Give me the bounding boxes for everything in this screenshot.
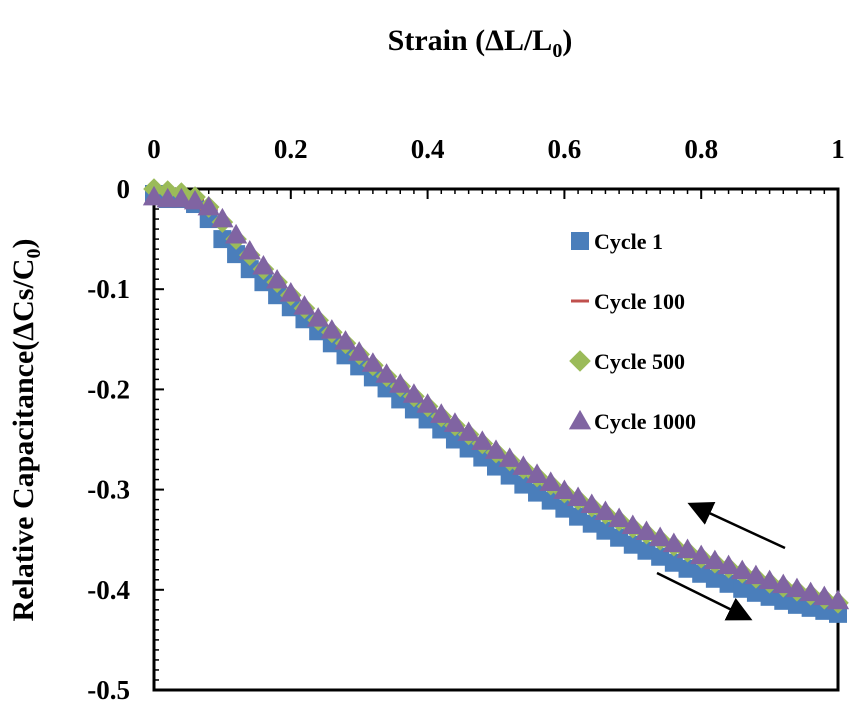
data-point-triangle: [334, 330, 357, 350]
data-point-triangle: [635, 520, 658, 541]
data-point-triangle: [402, 383, 426, 403]
data-point-triangle: [731, 559, 754, 580]
data-point-square: [213, 230, 232, 249]
y-axis-title: Relative Capacitance(ΔCs/C0): [7, 239, 45, 622]
data-point-triangle: [553, 479, 576, 499]
annotation-arrows: [656, 502, 786, 621]
data-point-triangle: [224, 223, 248, 244]
y-tick-label: 0: [117, 174, 131, 204]
data-point-triangle: [525, 463, 549, 483]
data-point-triangle: [539, 471, 562, 491]
x-axis-title: Strain (ΔL/L0): [388, 24, 573, 62]
x-tick-label: 0.8: [684, 134, 718, 164]
data-point-triangle: [785, 577, 809, 598]
data-point-triangle: [320, 319, 343, 339]
y-tick-label: -0.4: [87, 575, 130, 605]
data-point-triangle: [197, 195, 220, 216]
data-point-triangle: [375, 363, 398, 383]
data-point-triangle: [826, 589, 850, 610]
x-tick-label: 1: [831, 134, 845, 164]
data-point-triangle: [690, 544, 713, 565]
data-point-triangle: [293, 295, 316, 315]
data-point-triangle: [348, 341, 371, 361]
x-tick-label: 0.2: [274, 134, 308, 164]
data-point-square: [719, 574, 738, 593]
legend-label: Cycle 100: [594, 289, 685, 314]
data-point-triangle: [703, 549, 727, 570]
ticks: 0 0.2 0.4 0.6 0.8 1 0 -0.1 -0.2 -0.3 -0.4 -0.5: [87, 134, 845, 705]
y-tick-label: -0.2: [87, 374, 130, 404]
data-point-square: [571, 232, 589, 250]
data-point-triangle: [430, 403, 453, 423]
y-tick-label: -0.1: [87, 274, 130, 304]
axis-title-group: Strain (ΔL/L0) Relative Capacitance(ΔCs/…: [7, 24, 572, 621]
data-point-dash: [571, 299, 589, 303]
legend-label: Cycle 1000: [594, 409, 696, 434]
data-point-triangle: [813, 585, 836, 606]
data-point-triangle: [662, 532, 685, 553]
data-point-triangle: [580, 493, 603, 513]
data-point-triangle: [265, 269, 289, 289]
data-point-triangle: [566, 486, 590, 506]
data-point-triangle: [498, 447, 521, 467]
data-point-square: [637, 541, 656, 560]
data-point-square: [651, 547, 670, 566]
y-tick-label: -0.3: [87, 475, 130, 505]
data-point-square: [733, 579, 752, 598]
data-point-triangle: [389, 373, 412, 393]
data-point-square: [829, 604, 847, 623]
legend-label: Cycle 500: [594, 349, 685, 374]
data-point-triangle: [252, 254, 275, 275]
data-point-square: [377, 379, 396, 398]
data-point-triangle: [649, 526, 672, 547]
data-point-square: [692, 564, 711, 583]
data-point-diamond: [569, 350, 591, 372]
data-point-square: [705, 569, 724, 588]
data-point-triangle: [758, 569, 781, 590]
data-point-triangle: [238, 239, 261, 260]
data-point-triangle: [416, 393, 439, 413]
legend: Cycle 1 Cycle 100 Cycle 500 Cycle 1000: [568, 229, 696, 434]
data-point-triangle: [183, 189, 207, 210]
data-point-triangle: [717, 554, 740, 575]
data-point-triangle: [211, 207, 234, 228]
data-point-triangle: [279, 282, 302, 302]
y-tick-label: -0.5: [87, 675, 130, 705]
data-point-triangle: [621, 514, 644, 535]
data-point-square: [664, 553, 683, 572]
x-tick-label: 0: [147, 134, 161, 164]
x-tick-label: 0.6: [548, 134, 582, 164]
data-point-triangle: [307, 307, 330, 327]
release-arrow: [687, 502, 786, 550]
data-point-triangle: [744, 564, 768, 585]
data-point-triangle: [607, 507, 631, 528]
x-tick-label: 0.4: [411, 134, 445, 164]
data-point-triangle: [484, 439, 508, 459]
data-point-triangle: [170, 187, 193, 208]
data-point-triangle: [361, 352, 385, 372]
data-point-square: [500, 466, 519, 485]
plot-series: [142, 178, 850, 623]
data-point-triangle: [799, 581, 822, 602]
data-point-triangle: [457, 421, 480, 441]
data-point-triangle: [471, 430, 494, 450]
data-point-triangle: [568, 409, 592, 430]
legend-label: Cycle 1: [594, 229, 663, 254]
data-point-triangle: [594, 500, 617, 521]
data-point-square: [678, 559, 697, 578]
data-point-triangle: [512, 455, 535, 475]
series-cycle-1000: [142, 185, 850, 610]
data-point-triangle: [676, 538, 699, 559]
data-point-triangle: [142, 185, 166, 206]
data-point-square: [623, 535, 642, 554]
data-point-triangle: [443, 412, 467, 432]
stretch-arrow: [656, 571, 753, 621]
data-point-triangle: [772, 573, 795, 594]
